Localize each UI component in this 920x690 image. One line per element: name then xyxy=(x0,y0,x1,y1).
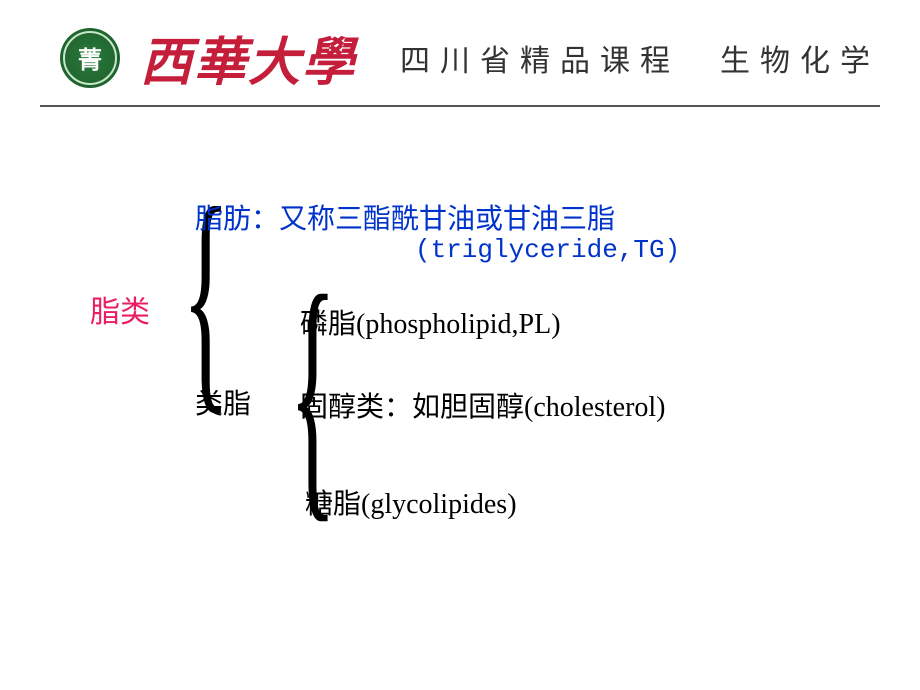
level2-item-glycolipides: 糖脂(glycolipides) xyxy=(305,482,517,522)
level2-item-cholesterol: 固醇类：如胆固醇(cholesterol) xyxy=(300,385,666,425)
level1-item-fat-sub: (triglyceride,TG) xyxy=(415,235,680,265)
level1-item-fat: 脂肪：又称三酯酰甘油或甘油三脂 xyxy=(195,197,615,237)
level1-item-lipoid: 类脂 xyxy=(195,382,251,422)
university-logo: 菁 xyxy=(60,28,120,88)
root-label: 脂类 xyxy=(90,287,150,331)
logo-text: 菁 xyxy=(78,40,102,75)
header: 菁 西華大學 四川省精品课程 生物化学 xyxy=(0,0,920,105)
course-title: 四川省精品课程 生物化学 xyxy=(400,36,880,80)
university-name: 西華大學 xyxy=(140,20,356,95)
level2-item-phospholipid: 磷脂(phospholipid,PL) xyxy=(300,302,561,342)
diagram-content: 脂类 { 脂肪：又称三酯酰甘油或甘油三脂 (triglyceride,TG) 类… xyxy=(0,107,920,227)
